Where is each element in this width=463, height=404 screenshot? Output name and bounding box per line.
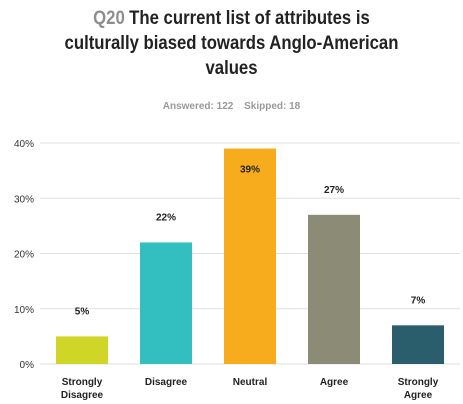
- bar: [56, 336, 108, 364]
- data-label: 7%: [411, 295, 426, 306]
- title-line-1: Q20 The current list of attributes is: [93, 8, 370, 29]
- skipped-count: Skipped: 18: [244, 101, 301, 112]
- bar: [224, 148, 276, 364]
- bar: [308, 214, 360, 364]
- y-tick-label: 10%: [14, 305, 34, 316]
- y-tick-label: 30%: [14, 194, 34, 205]
- x-tick-label: Neutral: [233, 377, 268, 388]
- response-stats: Answered: 122 Skipped: 18: [0, 101, 463, 112]
- y-tick-label: 0%: [20, 360, 35, 371]
- y-tick-label: 40%: [14, 139, 34, 150]
- title-line-2: culturally biased towards Anglo-American: [64, 33, 399, 54]
- question-number: Q20: [93, 8, 125, 29]
- chart-title: Q20 The current list of attributes is cul…: [28, 6, 435, 81]
- data-label: 5%: [75, 306, 90, 317]
- y-tick-label: 20%: [14, 250, 34, 261]
- data-label: 22%: [156, 212, 176, 223]
- x-tick-label: Strongly: [398, 377, 439, 388]
- answered-count: Answered: 122: [162, 101, 234, 112]
- title-line-3: values: [205, 58, 258, 79]
- x-tick-label: Strongly: [62, 377, 103, 388]
- x-tick-label: Disagree: [61, 390, 104, 401]
- x-tick-label: Disagree: [145, 377, 188, 388]
- data-label: 39%: [240, 165, 260, 176]
- data-label: 27%: [324, 185, 344, 196]
- x-tick-label: Agree: [320, 377, 349, 388]
- bar: [392, 325, 444, 364]
- x-tick-label: Agree: [404, 390, 433, 401]
- bar: [140, 242, 192, 364]
